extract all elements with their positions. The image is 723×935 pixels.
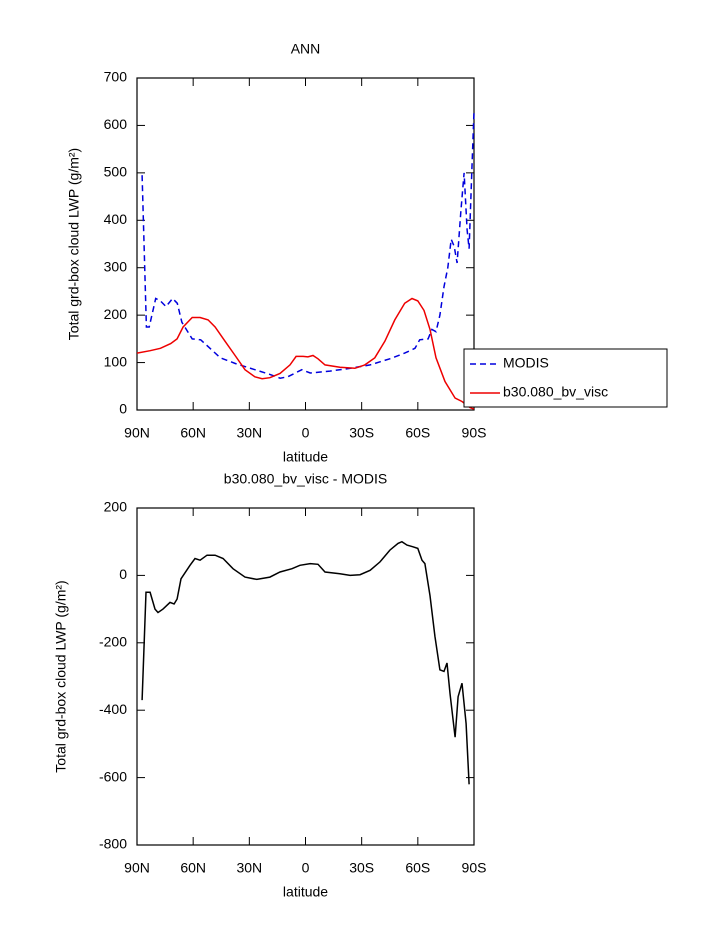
x-tick-label: 60N	[180, 860, 206, 876]
y-tick-label: 200	[104, 499, 128, 515]
x-tick-label: 60S	[405, 860, 430, 876]
y-tick-label: -200	[99, 634, 127, 650]
y-tick-label: 400	[104, 211, 128, 227]
y-tick-label: 300	[104, 258, 128, 274]
y-tick-label: -400	[99, 701, 127, 717]
x-axis-label: latitude	[283, 449, 328, 465]
y-axis-label: Total grd-box cloud LWP (g/m²)	[53, 580, 69, 772]
data-line	[141, 540, 470, 785]
y-axis-label: Total grd-box cloud LWP (g/m²)	[66, 148, 82, 340]
y-tick-label: 700	[104, 69, 128, 85]
plot-frame	[136, 77, 475, 411]
legend-label: MODIS	[503, 355, 549, 371]
y-tick-label: -600	[99, 768, 127, 784]
x-tick-label: 30S	[349, 860, 374, 876]
data-line	[136, 297, 475, 410]
x-axis-label: latitude	[283, 884, 328, 900]
x-tick-label: 0	[302, 425, 310, 441]
x-tick-label: 90S	[462, 425, 487, 441]
x-tick-label: 30N	[236, 860, 262, 876]
x-tick-label: 90S	[462, 860, 487, 876]
x-tick-label: 60N	[180, 425, 206, 441]
data-line	[141, 111, 475, 379]
chart-title: b30.080_bv_visc - MODIS	[224, 471, 387, 487]
y-tick-label: 200	[104, 306, 128, 322]
x-tick-label: 30S	[349, 425, 374, 441]
legend: MODIS b30.080_bv_visc	[463, 348, 668, 408]
y-tick-label: -800	[99, 836, 127, 852]
y-tick-label: 500	[104, 164, 128, 180]
legend-label: b30.080_bv_visc	[503, 384, 608, 400]
x-tick-label: 90N	[124, 860, 150, 876]
legend-frame	[463, 348, 668, 408]
y-tick-label: 100	[104, 353, 128, 369]
chart-title: ANN	[291, 41, 321, 57]
y-tick-label: 600	[104, 116, 128, 132]
x-tick-label: 0	[302, 860, 310, 876]
y-tick-label: 0	[119, 566, 127, 582]
x-tick-label: 60S	[405, 425, 430, 441]
plot-frame	[136, 507, 475, 846]
x-tick-label: 30N	[236, 425, 262, 441]
y-tick-label: 0	[119, 401, 127, 417]
x-tick-label: 90N	[124, 425, 150, 441]
